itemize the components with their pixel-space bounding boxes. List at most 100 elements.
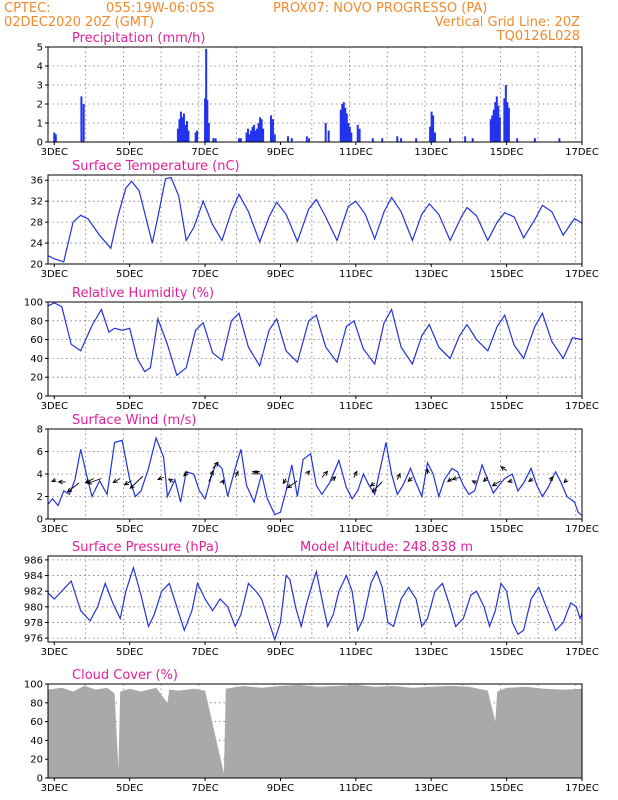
wind-arrow-head <box>183 471 189 477</box>
precip-bar <box>253 124 256 142</box>
wind-arrow-head <box>446 477 453 483</box>
precip-xtick-label: 3DEC <box>41 147 68 158</box>
rh-xtick-label: 5DEC <box>116 401 143 412</box>
wind-arrow <box>112 478 121 484</box>
pressure-ytick-label: 986 <box>24 555 43 566</box>
rh-ytick-label: 80 <box>30 316 43 327</box>
wind-arrow-shaft <box>321 471 328 478</box>
wind-arrow-shaft <box>287 480 298 489</box>
wind-arrow-shaft <box>113 478 121 483</box>
precip-xtick-label: 15DEC <box>490 147 524 158</box>
wind-arrow <box>331 476 337 482</box>
wind-arrow <box>86 478 102 485</box>
precip-title: Precipitation (mm/h) <box>72 31 205 46</box>
wind-arrow <box>66 482 80 493</box>
cloud-xtick-label: 11DEC <box>339 783 373 794</box>
wind-arrow <box>500 465 507 471</box>
wind-arrow <box>282 478 288 485</box>
precip-bar <box>497 105 500 142</box>
pressure-xtick-label: 15DEC <box>490 647 524 658</box>
wind-arrow <box>507 478 513 484</box>
cloud-xtick-label: 5DEC <box>116 783 143 794</box>
wind-arrow-head <box>323 470 329 476</box>
precip-bar <box>504 85 507 142</box>
wind-arrow-shaft <box>129 475 144 489</box>
precip-bar <box>507 107 510 142</box>
precip-bar <box>205 48 208 142</box>
temp-ytick-label: 36 <box>30 176 43 187</box>
precip-bar <box>350 132 353 142</box>
rh-xtick-label: 13DEC <box>414 401 448 412</box>
precip-bar <box>400 138 403 142</box>
precip-bar <box>449 138 452 142</box>
wind-ytick-label: 8 <box>37 425 43 436</box>
wind-arrow <box>451 476 460 481</box>
precip-bar <box>271 119 274 142</box>
rh-panel: Relative Humidity (%) 0 20 40 60 80 100 3DEC 5DE… <box>24 286 599 412</box>
precip-bar <box>204 98 207 142</box>
precip-bar <box>176 128 179 142</box>
precip-bar <box>348 126 351 142</box>
wind-arrow <box>491 480 502 487</box>
pressure-ytick-label: 980 <box>24 602 43 613</box>
wind-arrow <box>321 470 329 478</box>
cloud-title: Cloud Cover (%) <box>72 668 178 683</box>
cloud-ytick-label: 80 <box>30 698 43 709</box>
wind-arrow <box>129 475 144 490</box>
precip-bar <box>347 123 350 142</box>
temp-panel: Surface Temperature (nC) 20 24 28 32 36 3DEC 5D… <box>30 159 599 280</box>
rh-ytick-label: 0 <box>37 392 43 403</box>
wind-arrow-head <box>369 481 375 487</box>
rh-xtick-label: 7DEC <box>191 401 218 412</box>
rh-ytick-label: 40 <box>30 354 43 365</box>
cloud-panel: Cloud Cover (%) 0 20 40 60 80 100 3DEC 5DEC 7DEC 9… <box>24 668 599 794</box>
precip-xtick-label: 17DEC <box>565 147 599 158</box>
wind-arrow-shaft <box>85 478 95 483</box>
wind-arrow <box>305 470 311 476</box>
temp-title: Surface Temperature (nC) <box>72 159 240 174</box>
precip-xtick-label: 13DEC <box>414 147 448 158</box>
wind-arrow-head <box>491 481 498 487</box>
cloud-ytick-label: 40 <box>30 736 43 747</box>
precip-bar <box>179 111 182 142</box>
wind-ytick-label: 0 <box>37 515 43 526</box>
cloud-xtick-label: 15DEC <box>490 783 524 794</box>
precip-ytick-label: 5 <box>37 43 43 54</box>
wind-arrow-shaft <box>67 482 80 493</box>
wind-arrow <box>369 481 375 487</box>
precip-bar <box>245 132 248 142</box>
wind-arrow-head <box>167 478 174 484</box>
precip-bar <box>464 136 467 142</box>
wind-arrow-shaft <box>124 480 132 486</box>
precip-bar <box>256 128 259 142</box>
precip-bar <box>345 113 348 142</box>
wind-arrow <box>157 475 164 481</box>
precip-ytick-label: 4 <box>37 62 43 73</box>
cloud-xtick-label: 3DEC <box>41 783 68 794</box>
precip-bar <box>495 96 498 142</box>
precip-panel: Precipitation (mm/h) 0 1 2 3 4 5 3DEC 5DEC 7DEC 9D… <box>37 31 599 158</box>
precip-ytick-label: 1 <box>37 119 43 130</box>
wind-arrow-head <box>471 480 477 485</box>
wind-arrow-shaft <box>212 462 219 469</box>
wind-arrow-head <box>234 470 239 476</box>
wind-arrow <box>286 480 298 489</box>
wind-xtick-label: 3DEC <box>41 524 68 535</box>
wind-arrow-head <box>563 478 569 484</box>
precip-bar <box>396 136 399 142</box>
wind-arrow <box>471 480 477 485</box>
wind-arrow-head <box>527 477 534 483</box>
precip-bar <box>494 102 497 142</box>
rh-xtick-label: 11DEC <box>339 401 373 412</box>
wind-arrow <box>167 478 174 484</box>
precip-bar <box>433 132 436 142</box>
pressure-ytick-label: 982 <box>24 587 43 598</box>
grid-note-label: Vertical Grid Line: 20Z <box>435 15 580 30</box>
precip-bar <box>53 132 56 142</box>
temp-series-line <box>47 176 583 263</box>
temp-xtick-label: 7DEC <box>191 269 218 280</box>
pressure-ytick-label: 978 <box>24 618 43 629</box>
wind-xtick-label: 9DEC <box>267 524 294 535</box>
precip-bar <box>533 138 536 142</box>
cloud-ytick-label: 20 <box>30 755 43 766</box>
